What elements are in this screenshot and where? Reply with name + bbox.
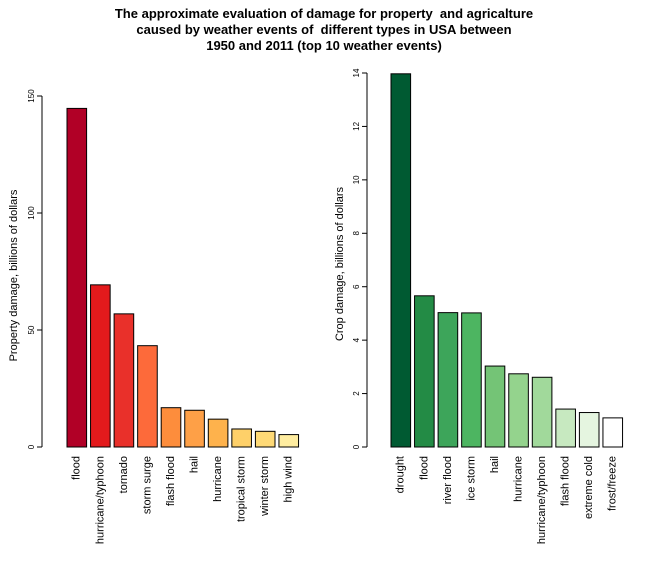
crop-category-label: frost/freeze (607, 456, 619, 511)
crop-category-label: hail (489, 456, 501, 473)
crop-bar (390, 73, 412, 448)
property-category-label: winter storm (259, 456, 271, 517)
crop-y-tick-label: 8 (352, 231, 361, 236)
crop-bar (531, 376, 553, 448)
property-y-tick-label: 50 (27, 325, 36, 334)
property-category-label: flash flood (165, 456, 177, 506)
property-bar (254, 430, 276, 448)
property-y-tick-label: 0 (27, 444, 36, 449)
property-bar (137, 345, 158, 448)
crop-category-label: flood (418, 456, 430, 480)
crop-category-label: extreme cold (583, 456, 595, 519)
crop-bar (437, 312, 459, 448)
crop-bar (484, 365, 506, 448)
crop-category-label: river flood (442, 456, 454, 504)
property-category-label: hurricane (212, 456, 224, 502)
crop-bar (414, 295, 435, 448)
chart-title-line-1: The approximate evaluation of damage for… (114, 6, 534, 21)
property-y-axis-title: Property damage, billions of dollars (8, 189, 20, 361)
property-y-tick-label: 100 (27, 206, 36, 220)
crop-bar (461, 312, 482, 448)
crop-y-tick-label: 0 (352, 444, 361, 449)
property-bar (207, 418, 229, 448)
crop-category-label: hurricane/typhoon (536, 456, 548, 544)
crop-category-label: flash flood (560, 456, 572, 506)
crop-y-tick-label: 4 (352, 337, 361, 342)
property-category-label: hurricane/typhoon (94, 456, 106, 544)
property-category-label: tornado (118, 456, 130, 493)
crop-bar (555, 408, 576, 448)
crop-y-axis-title: Crop damage, billions of dollars (334, 186, 346, 341)
crop-y-tick-label: 10 (352, 175, 361, 184)
crop-bar (602, 417, 624, 448)
property-bar (66, 107, 88, 448)
property-bar (160, 407, 182, 448)
property-bar (231, 428, 252, 448)
property-bar (278, 434, 300, 448)
property-y-tick-label: 150 (27, 89, 36, 103)
property-bar (113, 313, 135, 448)
crop-bar (578, 412, 600, 448)
chart-title-line-3: 1950 and 2011 (top 10 weather events) (206, 38, 442, 53)
chart-title: The approximate evaluation of damage for… (0, 6, 648, 54)
property-bar (184, 409, 205, 448)
crop-y-tick-label: 2 (352, 391, 361, 396)
crop-bar (508, 373, 529, 448)
crop-y-tick-label: 6 (352, 284, 361, 289)
chart-title-line-2: caused by weather events of different ty… (136, 22, 512, 37)
crop-y-tick-label: 14 (352, 68, 361, 77)
crop-damage-panel: 0 2 4 6 8 10 12 14 Crop damage, billions of doll… (334, 68, 624, 544)
crop-category-label: hurricane (512, 456, 524, 502)
property-damage-panel: 0 50 100 150 Property damage, billions of do… (8, 89, 300, 544)
property-bar (90, 284, 111, 448)
crop-category-label: drought (395, 456, 407, 493)
crop-category-label: ice storm (465, 456, 477, 501)
property-category-label: hail (188, 456, 200, 473)
property-category-label: tropical storm (236, 456, 248, 522)
crop-y-tick-label: 12 (352, 121, 361, 130)
property-category-label: high wind (283, 456, 295, 502)
property-category-label: storm surge (141, 456, 153, 514)
property-category-label: flood (71, 456, 83, 480)
